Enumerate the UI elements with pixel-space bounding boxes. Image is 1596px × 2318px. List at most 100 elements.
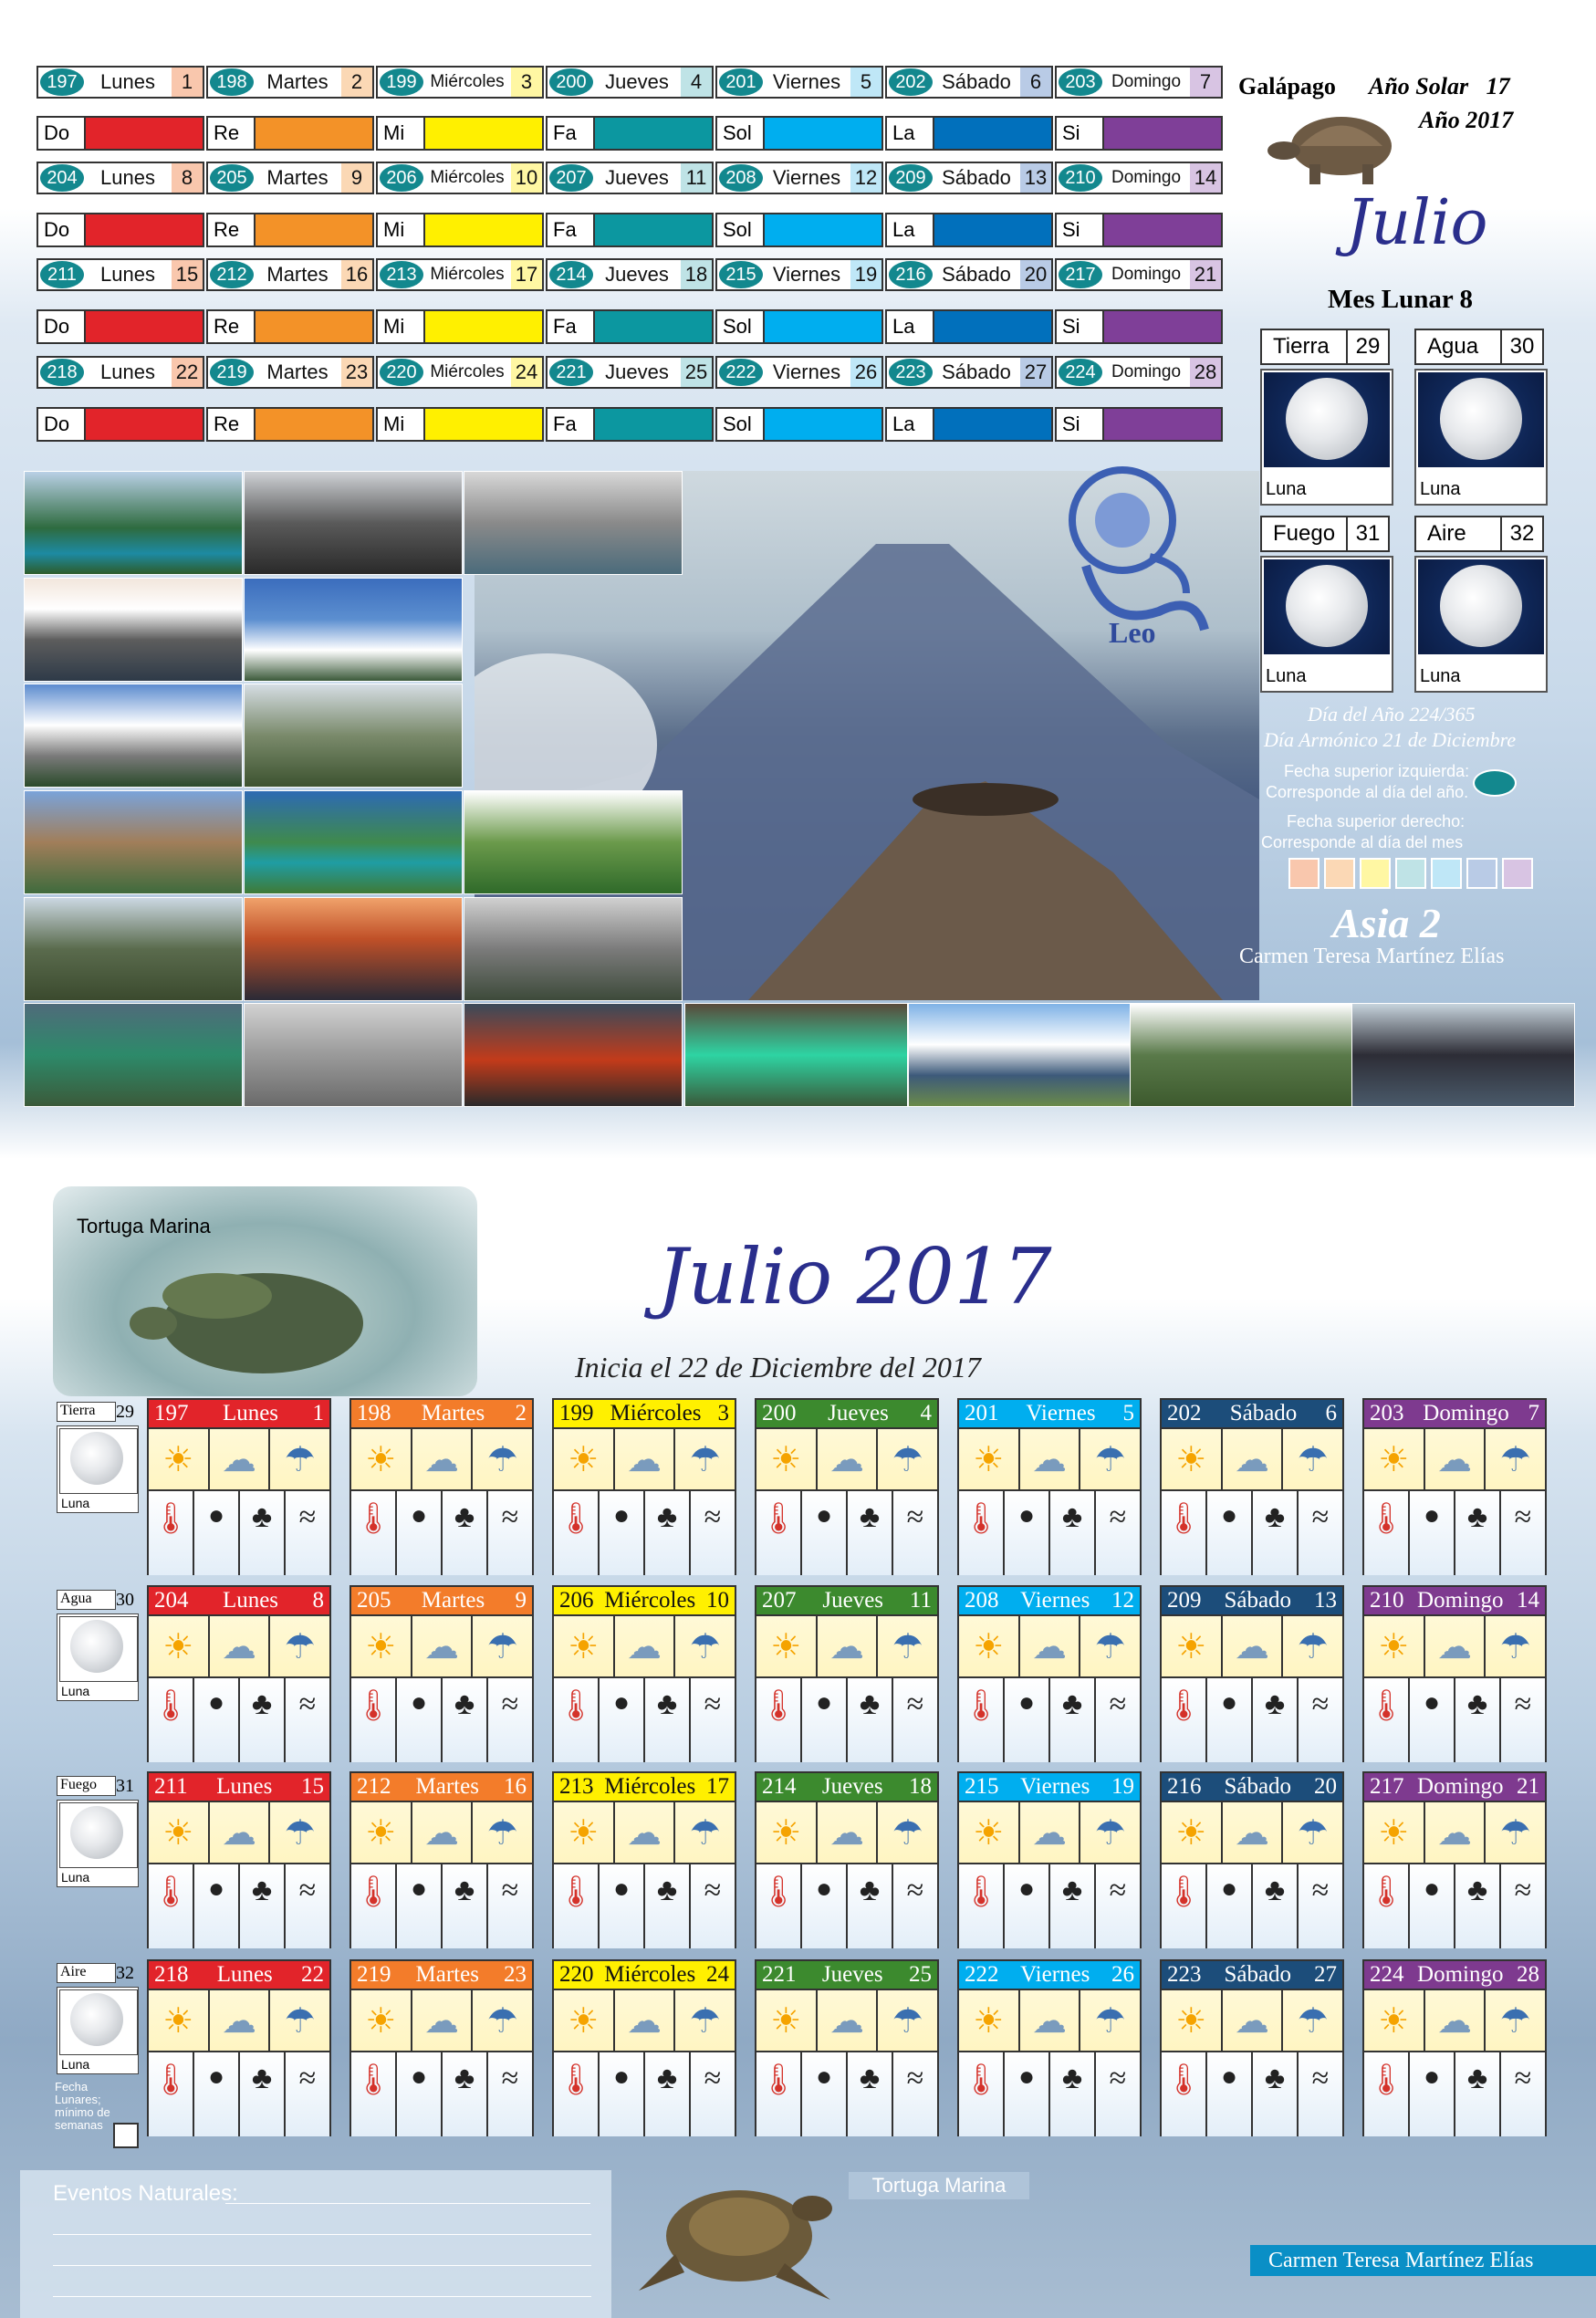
calendar-day[interactable]: 220 Miércoles 24 ☀ ☁ ☂ 🌡 ● ♣ ≈ [552, 1959, 736, 2136]
day-cell[interactable]: 216 Sábado 20 [885, 258, 1053, 291]
thermometer-icon[interactable]: 🌡 [756, 1864, 802, 1948]
day-cell[interactable]: 202 Sábado 6 [885, 66, 1053, 99]
rain-icon[interactable]: ☂ [486, 2001, 518, 2041]
sun-icon[interactable]: ☀ [1162, 1990, 1223, 2051]
note-cell[interactable]: Re [206, 309, 374, 344]
day-cell[interactable]: 199 Miércoles 3 [376, 66, 544, 99]
thermometer-icon[interactable]: 🌡 [149, 1491, 194, 1575]
thermometer-icon[interactable]: 🌡 [756, 1678, 802, 1762]
day-cell[interactable]: 222 Viernes 26 [715, 356, 883, 389]
sun-icon[interactable]: ☀ [149, 1616, 210, 1676]
calendar-day[interactable]: 211 Lunes 15 ☀ ☁ ☂ 🌡 ● ♣ ≈ [147, 1771, 331, 1948]
wind-icon[interactable]: ≈ [704, 1687, 722, 1721]
wind-icon[interactable]: ≈ [906, 1687, 924, 1721]
sun-icon[interactable]: ☀ [351, 1429, 412, 1489]
rain-icon[interactable]: ☂ [1499, 1813, 1531, 1853]
thermometer-icon[interactable]: 🌡 [1364, 1864, 1410, 1948]
wind-icon[interactable]: ≈ [1311, 1687, 1330, 1721]
calendar-day[interactable]: 199 Miércoles 3 ☀ ☁ ☂ 🌡 ● ♣ ≈ [552, 1398, 736, 1575]
rain-icon[interactable]: ☂ [1499, 1627, 1531, 1666]
thermometer-icon[interactable]: 🌡 [756, 2052, 802, 2136]
thermometer-icon[interactable]: 🌡 [959, 1491, 1005, 1575]
palm-tree-icon[interactable]: ♣ [1455, 1678, 1501, 1762]
rain-icon[interactable]: ☂ [1499, 2001, 1531, 2041]
palm-tree-icon[interactable]: ♣ [443, 1678, 488, 1762]
cloud-icon[interactable]: ☁ [818, 1429, 879, 1489]
note-cell[interactable]: La [885, 407, 1053, 442]
wind-icon[interactable]: ≈ [1514, 2062, 1532, 2095]
sun-icon[interactable]: ☀ [554, 1990, 615, 2051]
calendar-day[interactable]: 223 Sábado 27 ☀ ☁ ☂ 🌡 ● ♣ ≈ [1160, 1959, 1344, 2136]
palm-tree-icon[interactable]: ♣ [240, 1491, 286, 1575]
rain-icon[interactable]: ☂ [689, 1440, 721, 1479]
sun-icon[interactable]: ☀ [756, 1802, 818, 1863]
cloud-icon[interactable]: ☁ [210, 1802, 271, 1863]
note-cell[interactable]: Sol [715, 213, 883, 247]
rain-icon[interactable]: ☂ [1297, 1627, 1329, 1666]
note-cell[interactable]: Do [37, 407, 204, 442]
wind-icon[interactable]: ≈ [1311, 1500, 1330, 1534]
palm-tree-icon[interactable]: ♣ [443, 1864, 488, 1948]
palm-tree-icon[interactable]: ♣ [240, 2052, 286, 2136]
thermometer-icon[interactable]: 🌡 [1364, 1678, 1410, 1762]
wind-icon[interactable]: ≈ [704, 1874, 722, 1907]
calendar-day[interactable]: 205 Martes 9 ☀ ☁ ☂ 🌡 ● ♣ ≈ [349, 1585, 534, 1762]
day-cell[interactable]: 201 Viernes 5 [715, 66, 883, 99]
calendar-day[interactable]: 221 Jueves 25 ☀ ☁ ☂ 🌡 ● ♣ ≈ [755, 1959, 939, 2136]
sun-icon[interactable]: ☀ [756, 1429, 818, 1489]
rain-icon[interactable]: ☂ [689, 1813, 721, 1853]
rain-icon[interactable]: ☂ [1094, 2001, 1126, 2041]
thermometer-icon[interactable]: 🌡 [1162, 1864, 1207, 1948]
note-cell[interactable]: Mi [376, 309, 544, 344]
note-cell[interactable]: Si [1055, 116, 1223, 151]
calendar-day[interactable]: 198 Martes 2 ☀ ☁ ☂ 🌡 ● ♣ ≈ [349, 1398, 534, 1575]
wind-icon[interactable]: ≈ [298, 2062, 317, 2095]
cloud-icon[interactable]: ☁ [1425, 1616, 1486, 1676]
sun-icon[interactable]: ☀ [1364, 1429, 1425, 1489]
note-cell[interactable]: Fa [546, 309, 714, 344]
day-cell[interactable]: 215 Viernes 19 [715, 258, 883, 291]
sun-icon[interactable]: ☀ [554, 1802, 615, 1863]
moon-phase-icon[interactable]: ● [397, 1678, 443, 1762]
palm-tree-icon[interactable]: ♣ [848, 2052, 893, 2136]
moon-phase-icon[interactable]: ● [194, 1491, 240, 1575]
wind-icon[interactable]: ≈ [1109, 1500, 1127, 1534]
palm-tree-icon[interactable]: ♣ [1050, 2052, 1096, 2136]
thermometer-icon[interactable]: 🌡 [149, 1678, 194, 1762]
cloud-icon[interactable]: ☁ [1425, 1429, 1486, 1489]
note-cell[interactable]: Mi [376, 407, 544, 442]
palm-tree-icon[interactable]: ♣ [443, 1491, 488, 1575]
moon-phase-icon[interactable]: ● [194, 1864, 240, 1948]
day-cell[interactable]: 203 Domingo 7 [1055, 66, 1223, 99]
sun-icon[interactable]: ☀ [149, 1990, 210, 2051]
calendar-day[interactable]: 224 Domingo 28 ☀ ☁ ☂ 🌡 ● ♣ ≈ [1362, 1959, 1547, 2136]
day-cell[interactable]: 219 Martes 23 [206, 356, 374, 389]
sun-icon[interactable]: ☀ [149, 1802, 210, 1863]
note-cell[interactable]: Si [1055, 309, 1223, 344]
note-cell[interactable]: La [885, 116, 1053, 151]
sun-icon[interactable]: ☀ [149, 1429, 210, 1489]
moon-frame[interactable]: Luna [1260, 369, 1393, 506]
moon-phase-icon[interactable]: ● [1005, 1491, 1050, 1575]
wind-icon[interactable]: ≈ [1311, 2062, 1330, 2095]
cloud-icon[interactable]: ☁ [412, 1990, 474, 2051]
calendar-day[interactable]: 197 Lunes 1 ☀ ☁ ☂ 🌡 ● ♣ ≈ [147, 1398, 331, 1575]
wind-icon[interactable]: ≈ [501, 1687, 519, 1721]
moon-phase-icon[interactable]: ● [397, 1864, 443, 1948]
fecha-lunares-checkbox[interactable] [113, 2123, 139, 2148]
palm-tree-icon[interactable]: ♣ [1455, 1491, 1501, 1575]
wind-icon[interactable]: ≈ [704, 1500, 722, 1534]
thermometer-icon[interactable]: 🌡 [1162, 1678, 1207, 1762]
moon-phase-icon[interactable]: ● [802, 1864, 848, 1948]
cloud-icon[interactable]: ☁ [615, 1990, 676, 2051]
day-cell[interactable]: 210 Domingo 14 [1055, 162, 1223, 194]
wind-icon[interactable]: ≈ [1514, 1500, 1532, 1534]
moon-phase-icon[interactable]: ● [1005, 1864, 1050, 1948]
day-cell[interactable]: 211 Lunes 15 [37, 258, 204, 291]
palm-tree-icon[interactable]: ♣ [1455, 1864, 1501, 1948]
sun-icon[interactable]: ☀ [959, 1990, 1020, 2051]
rain-icon[interactable]: ☂ [1297, 2001, 1329, 2041]
cloud-icon[interactable]: ☁ [615, 1429, 676, 1489]
wind-icon[interactable]: ≈ [1109, 1687, 1127, 1721]
day-cell[interactable]: 220 Miércoles 24 [376, 356, 544, 389]
